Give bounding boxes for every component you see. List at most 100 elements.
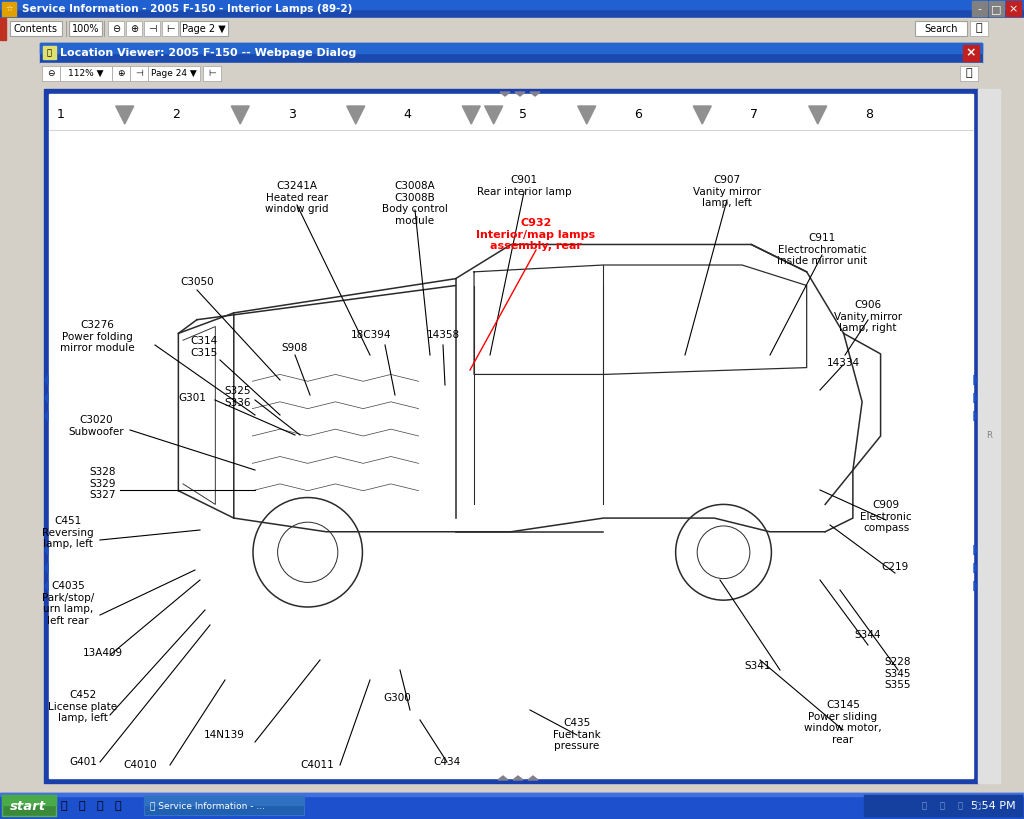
Bar [1006,1,1021,16]
Text: 2: 2 [173,107,180,120]
Text: ⬛: ⬛ [922,802,927,811]
Text: 18C394: 18C394 [351,330,391,340]
Text: Page 24 ▼: Page 24 ▼ [152,69,197,78]
Polygon shape [530,92,540,96]
Polygon shape [498,776,508,780]
Polygon shape [45,545,48,555]
Text: C909
Electronic
compass: C909 Electronic compass [860,500,911,533]
Polygon shape [45,581,48,591]
Text: 🖨: 🖨 [976,24,982,34]
Text: G301: G301 [178,393,206,403]
Polygon shape [45,393,48,403]
Text: C452
License plate
lamp, left: C452 License plate lamp, left [48,690,118,723]
Bar [978,89,1000,783]
Text: ⊢: ⊢ [208,69,216,78]
Bar [0,18,6,40]
Text: C4035
Park/stop/
urn lamp,
left rear: C4035 Park/stop/ urn lamp, left rear [42,581,94,626]
Text: start: start [10,799,46,812]
Text: G401: G401 [69,757,97,767]
Polygon shape [974,545,977,555]
Text: ⬛: ⬛ [939,802,944,811]
Text: C911
Electrochromatic
inside mirror unit: C911 Electrochromatic inside mirror unit [777,233,867,266]
Text: C451
Reversing
lamp, left: C451 Reversing lamp, left [42,516,94,550]
Text: 1: 1 [57,107,65,120]
Bar [108,21,124,36]
Text: C3241A
Heated rear
window grid: C3241A Heated rear window grid [265,181,329,215]
Polygon shape [693,106,712,124]
Text: S341: S341 [744,661,771,671]
Text: □: □ [991,4,1001,14]
Text: 7: 7 [750,107,758,120]
Polygon shape [513,776,523,780]
Text: C3020
Subwoofer: C3020 Subwoofer [69,415,124,437]
Bar [972,1,987,16]
Text: S328
S329
S327: S328 S329 S327 [90,467,117,500]
Bar [144,796,304,805]
Text: 5:54 PM: 5:54 PM [972,801,1016,811]
Bar [963,45,979,61]
Text: 🔊: 🔊 [96,801,103,811]
Text: C314
C315: C314 C315 [190,336,218,358]
Text: Service Information - 2005 F-150 - Interior Lamps (89-2): Service Information - 2005 F-150 - Inter… [22,4,352,14]
Text: ×: × [966,47,976,60]
Text: C906
Vanity mirror
lamp, right: C906 Vanity mirror lamp, right [834,300,902,333]
Polygon shape [974,393,977,403]
Text: ⬛: ⬛ [976,802,981,811]
Text: 8: 8 [865,107,873,120]
Text: 📋 Service Information - ...: 📋 Service Information - ... [150,802,265,811]
Polygon shape [974,375,977,385]
Text: 5: 5 [519,107,527,120]
Text: S325
S336: S325 S336 [224,386,251,408]
Text: C3008A
C3008B
Body control
module: C3008A C3008B Body control module [382,181,447,226]
Polygon shape [974,563,977,573]
Text: 🖨: 🖨 [966,69,973,79]
Text: ⊢: ⊢ [166,24,174,34]
Text: Contents: Contents [14,24,58,34]
Text: 14358: 14358 [426,330,460,340]
Polygon shape [528,776,538,780]
Bar [970,21,988,36]
Text: 13A409: 13A409 [83,648,123,658]
Bar [130,66,148,81]
Polygon shape [500,92,510,96]
Polygon shape [231,106,249,124]
Text: 📁: 📁 [79,801,85,811]
Polygon shape [809,106,826,124]
Bar [989,1,1004,16]
Text: C3276
Power folding
mirror module: C3276 Power folding mirror module [59,320,134,353]
Polygon shape [515,92,525,96]
Bar [2,795,56,816]
Polygon shape [484,106,503,124]
Polygon shape [974,411,977,421]
Text: 112% ▼: 112% ▼ [69,69,103,78]
Bar [49,94,973,778]
Bar [40,63,982,85]
Bar [961,66,978,81]
Text: Location Viewer: 2005 F-150 -- Webpage Dialog: Location Viewer: 2005 F-150 -- Webpage D… [60,48,356,58]
Bar [0,0,1024,18]
Text: 4: 4 [403,107,412,120]
Text: C4011: C4011 [300,760,334,770]
Text: C3050: C3050 [180,277,214,287]
Bar [2,2,16,16]
Bar [69,21,102,36]
Text: C219: C219 [882,562,908,572]
Bar [60,66,112,81]
Bar [864,795,1022,816]
Text: C932
Interior/map lamps
assembly, rear: C932 Interior/map lamps assembly, rear [476,218,596,251]
Text: Page 2 ▼: Page 2 ▼ [182,24,226,34]
Bar [126,21,142,36]
Text: -: - [978,4,981,14]
Polygon shape [578,106,596,124]
Bar [2,795,56,805]
Text: ×: × [1009,4,1018,14]
Bar [44,89,978,783]
Bar [148,66,200,81]
Polygon shape [116,106,134,124]
Text: S228
S345
S355: S228 S345 S355 [885,657,911,690]
Bar [112,66,130,81]
Bar [203,66,221,81]
Text: 3: 3 [288,107,296,120]
Text: ⊣: ⊣ [135,69,143,78]
Text: 100%: 100% [72,24,99,34]
